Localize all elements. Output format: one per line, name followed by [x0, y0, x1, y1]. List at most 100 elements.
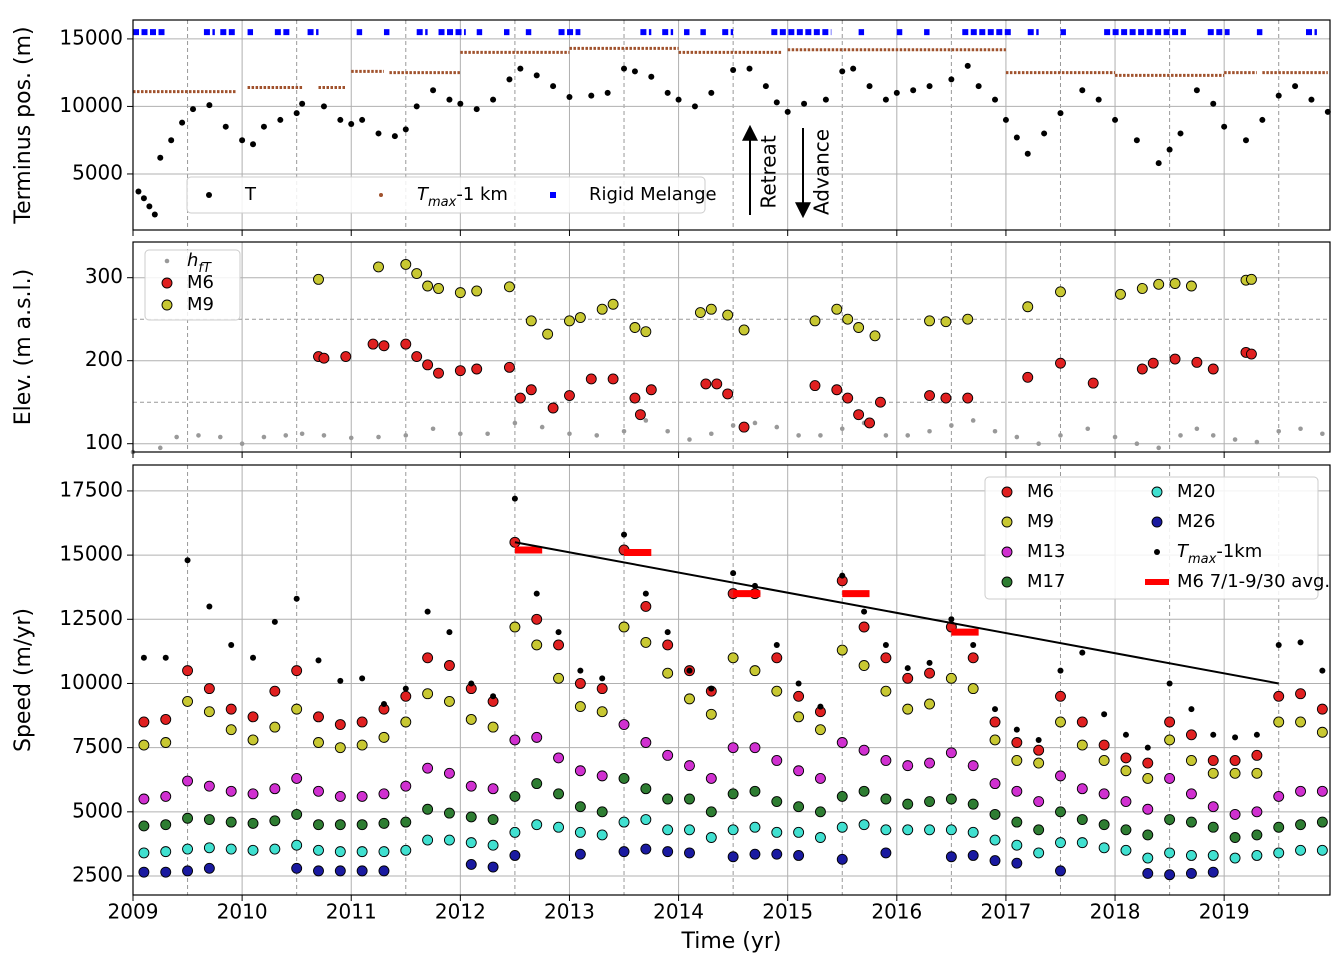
point [882, 641, 889, 648]
point [157, 445, 163, 451]
legend-label: M6 7/1-9/30 avg. [1177, 571, 1330, 592]
point [1156, 445, 1161, 451]
point [334, 846, 346, 858]
point [967, 798, 979, 810]
point [771, 755, 783, 766]
point [291, 808, 303, 820]
point [1142, 757, 1154, 769]
x-tick-label: 2018 [1090, 900, 1141, 924]
point [1055, 357, 1066, 369]
point [400, 716, 412, 728]
point [160, 846, 172, 858]
point [225, 843, 237, 855]
point [261, 434, 267, 440]
point [400, 690, 412, 702]
point [662, 824, 674, 836]
point [553, 821, 565, 833]
point [269, 685, 281, 697]
point [446, 96, 453, 103]
point [1142, 867, 1154, 879]
point [348, 120, 355, 127]
point [858, 744, 870, 756]
point [465, 780, 477, 792]
point [1055, 716, 1066, 728]
point [1142, 803, 1154, 815]
point [842, 313, 854, 325]
point [1253, 731, 1260, 738]
point [927, 428, 932, 434]
point [269, 721, 281, 733]
point [594, 433, 600, 438]
point [269, 815, 281, 827]
point [1273, 821, 1285, 833]
point [1115, 288, 1126, 300]
point [471, 363, 483, 375]
point [945, 793, 957, 805]
point [902, 672, 914, 684]
point [858, 660, 870, 671]
point [1120, 844, 1132, 856]
y-tick-label: 17500 [59, 477, 123, 501]
point [321, 433, 327, 438]
point [247, 788, 259, 800]
point [1101, 711, 1108, 718]
point [400, 844, 412, 856]
point [433, 283, 444, 294]
point [662, 639, 674, 651]
point [375, 130, 382, 137]
x-tick-label: 2014 [653, 900, 704, 924]
point [222, 123, 229, 130]
point [684, 693, 695, 705]
point [1011, 785, 1023, 797]
point [1251, 749, 1263, 761]
point [400, 258, 412, 270]
point [1295, 785, 1306, 797]
point [784, 108, 791, 115]
point [967, 826, 979, 838]
point [1188, 706, 1195, 713]
point [836, 790, 848, 802]
point [250, 141, 257, 148]
point [1207, 363, 1219, 375]
point [1298, 426, 1303, 432]
point [967, 850, 979, 861]
y-axis-label: Elev. (m a.s.l.) [11, 269, 36, 425]
point [430, 426, 436, 432]
point [1316, 844, 1328, 856]
point [531, 819, 543, 831]
point [179, 119, 186, 126]
point [422, 762, 434, 774]
point [1185, 816, 1197, 828]
point [531, 731, 543, 743]
point [247, 844, 259, 856]
legend-label-part: max [428, 195, 457, 210]
point [1251, 806, 1263, 818]
point [705, 832, 717, 843]
point [1316, 785, 1328, 797]
point [146, 203, 153, 210]
y-tick-label: 12500 [59, 606, 123, 630]
point [727, 851, 739, 863]
point [1022, 371, 1034, 383]
point [380, 701, 387, 708]
point [293, 595, 300, 602]
point [378, 865, 390, 877]
legend-marker [164, 258, 170, 264]
point [818, 433, 823, 438]
point [313, 844, 324, 856]
point [621, 428, 627, 434]
point [1194, 426, 1200, 432]
point [547, 402, 559, 414]
point [206, 603, 213, 610]
point [503, 361, 515, 373]
point [1316, 816, 1328, 828]
point [836, 737, 848, 748]
point [531, 639, 543, 651]
point [454, 287, 466, 299]
point [880, 793, 892, 805]
point [836, 821, 848, 833]
point [902, 760, 914, 772]
point [684, 793, 695, 805]
legend-label: Tmax-1 km [417, 184, 508, 210]
point [1011, 755, 1023, 766]
